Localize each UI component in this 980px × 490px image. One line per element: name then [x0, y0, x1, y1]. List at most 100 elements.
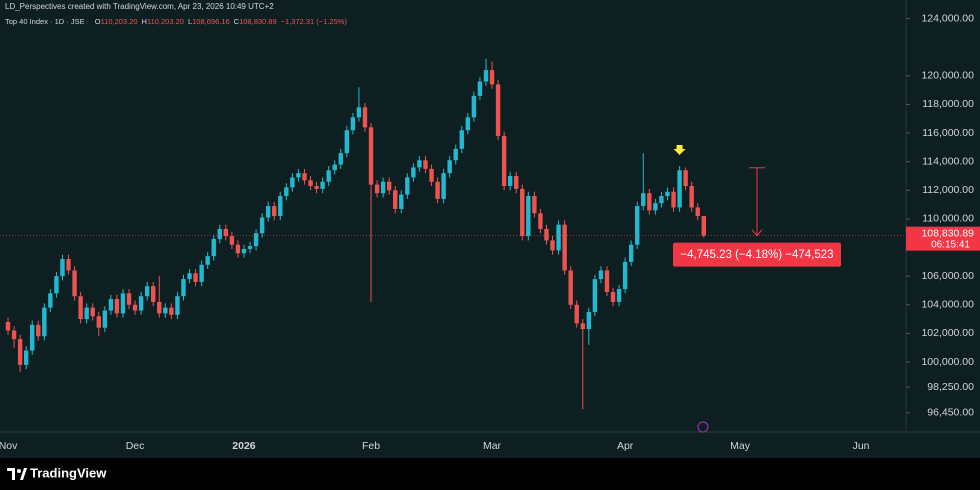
candle-body [628, 244, 634, 262]
event-icon [697, 421, 709, 433]
footer-bar [0, 458, 980, 490]
candle-body [169, 307, 174, 315]
candle-body [247, 246, 253, 249]
candle-body [495, 84, 501, 136]
y-tick-label: 114,000.00 [922, 155, 974, 167]
candle-body [17, 339, 23, 365]
candle-body [11, 330, 17, 340]
candle-body [66, 259, 71, 271]
candle-body [592, 279, 598, 312]
candle-body [689, 186, 694, 208]
candle-body [399, 194, 404, 209]
candle-body [471, 95, 477, 118]
candle-body [30, 324, 35, 351]
candle-body [514, 176, 519, 189]
candle-body [144, 286, 150, 297]
candle-body [550, 240, 555, 251]
x-tick-label: Dec [126, 440, 145, 452]
y-tick-label: 116,000.00 [922, 127, 974, 139]
candle-body [120, 293, 126, 314]
candle-body [5, 321, 11, 331]
last-price-label: 108,830.89 [921, 227, 974, 239]
candle-body [338, 153, 343, 165]
candle-body [417, 160, 422, 168]
candle-body [574, 304, 579, 324]
logo-dot [17, 469, 21, 473]
candle-body [235, 244, 241, 254]
candle-body [435, 181, 440, 199]
y-tick-label: 106,000.00 [921, 270, 974, 282]
y-tick-label: 124,000.00 [921, 12, 974, 24]
candle-body [205, 256, 210, 265]
y-tick-label: 112,000.00 [922, 184, 974, 196]
candle-body [671, 191, 676, 208]
candle-body [562, 224, 567, 271]
candle-body [544, 228, 549, 241]
ohlc-key: C [234, 17, 240, 26]
candle-body [326, 170, 331, 182]
candle-body [393, 190, 398, 209]
watermark: LD_Perspectives created with TradingView… [5, 2, 274, 11]
candle-body [695, 207, 700, 217]
candle-body [284, 187, 289, 197]
candle-body [151, 286, 156, 302]
candle-body [265, 206, 271, 218]
candle-body [314, 186, 319, 189]
candle-body [157, 301, 162, 314]
candle-body [665, 191, 670, 197]
ohlc-value: 110,203.20 [147, 17, 184, 26]
candle-body [163, 307, 168, 314]
candle-body [532, 196, 537, 214]
candle-body [259, 217, 265, 234]
measure-box [673, 242, 841, 267]
logo-mark [7, 468, 15, 480]
candle-body [526, 196, 531, 237]
ohlc-value: 110,203.20 [101, 17, 138, 26]
candle-body [350, 117, 356, 131]
ohlc-value: 108,696.16 [192, 17, 230, 26]
candle-body [659, 196, 664, 204]
candle-body [332, 164, 337, 171]
measure-label: −4,745.23 (−4.18%) −474,523 [680, 249, 833, 261]
change-value: −1,372.31 (−1.25%) [281, 17, 348, 26]
y-tick-label: 100,000.00 [921, 356, 974, 368]
candle-body [453, 148, 458, 161]
candle-body [175, 296, 180, 315]
candle-body [78, 296, 83, 320]
candle-body [447, 160, 452, 174]
candle-body [538, 213, 543, 229]
candle-body [253, 233, 259, 247]
candle-body [362, 107, 368, 128]
candle-body [501, 135, 507, 187]
candle-body [187, 273, 192, 280]
candle-body [181, 279, 186, 297]
candle-body [54, 276, 59, 294]
candle-body [520, 188, 525, 237]
candle-body [344, 130, 350, 154]
brand-name: TradingView [30, 465, 107, 480]
candle-body [84, 307, 89, 320]
y-tick-label: 96,450.00 [927, 407, 974, 419]
ohlc-key: O [95, 17, 101, 26]
candle-body [308, 180, 313, 187]
candle-body [114, 299, 120, 314]
candle-body [90, 307, 95, 317]
y-tick-label: 98,250.00 [927, 381, 974, 393]
y-tick-label: 120,000.00 [921, 70, 974, 82]
candle-body [132, 304, 138, 311]
ohlc-value: 108,830.89 [239, 17, 277, 26]
candle-body [356, 107, 362, 118]
candle-body [272, 206, 277, 217]
logo-slash [20, 468, 27, 480]
candle-body [489, 70, 495, 85]
candle-body [459, 130, 464, 149]
candle-body [223, 228, 229, 237]
x-tick-label: Apr [617, 440, 634, 452]
candle-body [556, 224, 561, 251]
background [0, 0, 980, 458]
candle-body [507, 176, 513, 187]
candle-body [126, 293, 132, 305]
x-tick-label: May [730, 440, 751, 452]
candle-body [374, 184, 380, 194]
